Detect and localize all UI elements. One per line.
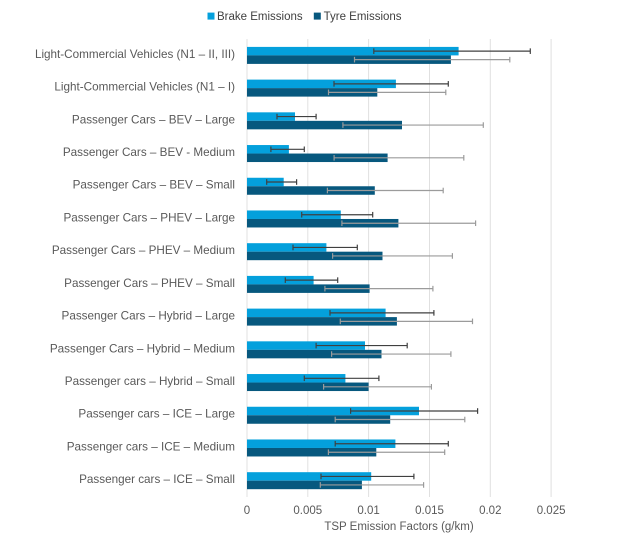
svg-text:Passenger Cars – PHEV – Small: Passenger Cars – PHEV – Small: [64, 277, 235, 290]
svg-text:Passenger Cars – BEV – Large: Passenger Cars – BEV – Large: [72, 113, 235, 126]
svg-text:TSP Emission Factors (g/km): TSP Emission Factors (g/km): [324, 521, 473, 533]
svg-text:Passenger cars – ICE – Medium: Passenger cars – ICE – Medium: [67, 440, 235, 453]
svg-text:0: 0: [244, 505, 250, 517]
svg-text:Passenger cars – ICE – Small: Passenger cars – ICE – Small: [79, 473, 235, 486]
svg-text:Passenger cars – ICE – Large: Passenger cars – ICE – Large: [78, 408, 235, 421]
svg-text:Brake Emissions: Brake Emissions: [217, 11, 303, 23]
svg-text:0.02: 0.02: [479, 505, 501, 517]
svg-text:Light-Commercial Vehicles (N1: Light-Commercial Vehicles (N1 – I): [54, 81, 235, 94]
svg-text:Passenger Cars – Hybrid – Larg: Passenger Cars – Hybrid – Large: [62, 310, 235, 323]
svg-text:Passenger Cars – PHEV – Medium: Passenger Cars – PHEV – Medium: [52, 244, 235, 257]
svg-text:Light-Commercial Vehicles (N1: Light-Commercial Vehicles (N1 – II, III): [35, 48, 235, 61]
svg-text:Tyre Emissions: Tyre Emissions: [324, 11, 402, 23]
svg-text:0.025: 0.025: [537, 505, 566, 517]
svg-text:Passenger Cars – PHEV – Large: Passenger Cars – PHEV – Large: [63, 211, 235, 224]
svg-text:Passenger cars – Hybrid – Smal: Passenger cars – Hybrid – Small: [65, 375, 235, 388]
svg-text:Passenger Cars – BEV – Small: Passenger Cars – BEV – Small: [73, 179, 235, 192]
svg-text:0.005: 0.005: [293, 505, 322, 517]
svg-text:Passenger Cars – Hybrid – Medi: Passenger Cars – Hybrid – Medium: [50, 342, 235, 355]
svg-text:0.015: 0.015: [415, 505, 444, 517]
svg-text:Passenger Cars – BEV - Medium: Passenger Cars – BEV - Medium: [63, 146, 235, 159]
svg-text:0.01: 0.01: [357, 505, 379, 517]
